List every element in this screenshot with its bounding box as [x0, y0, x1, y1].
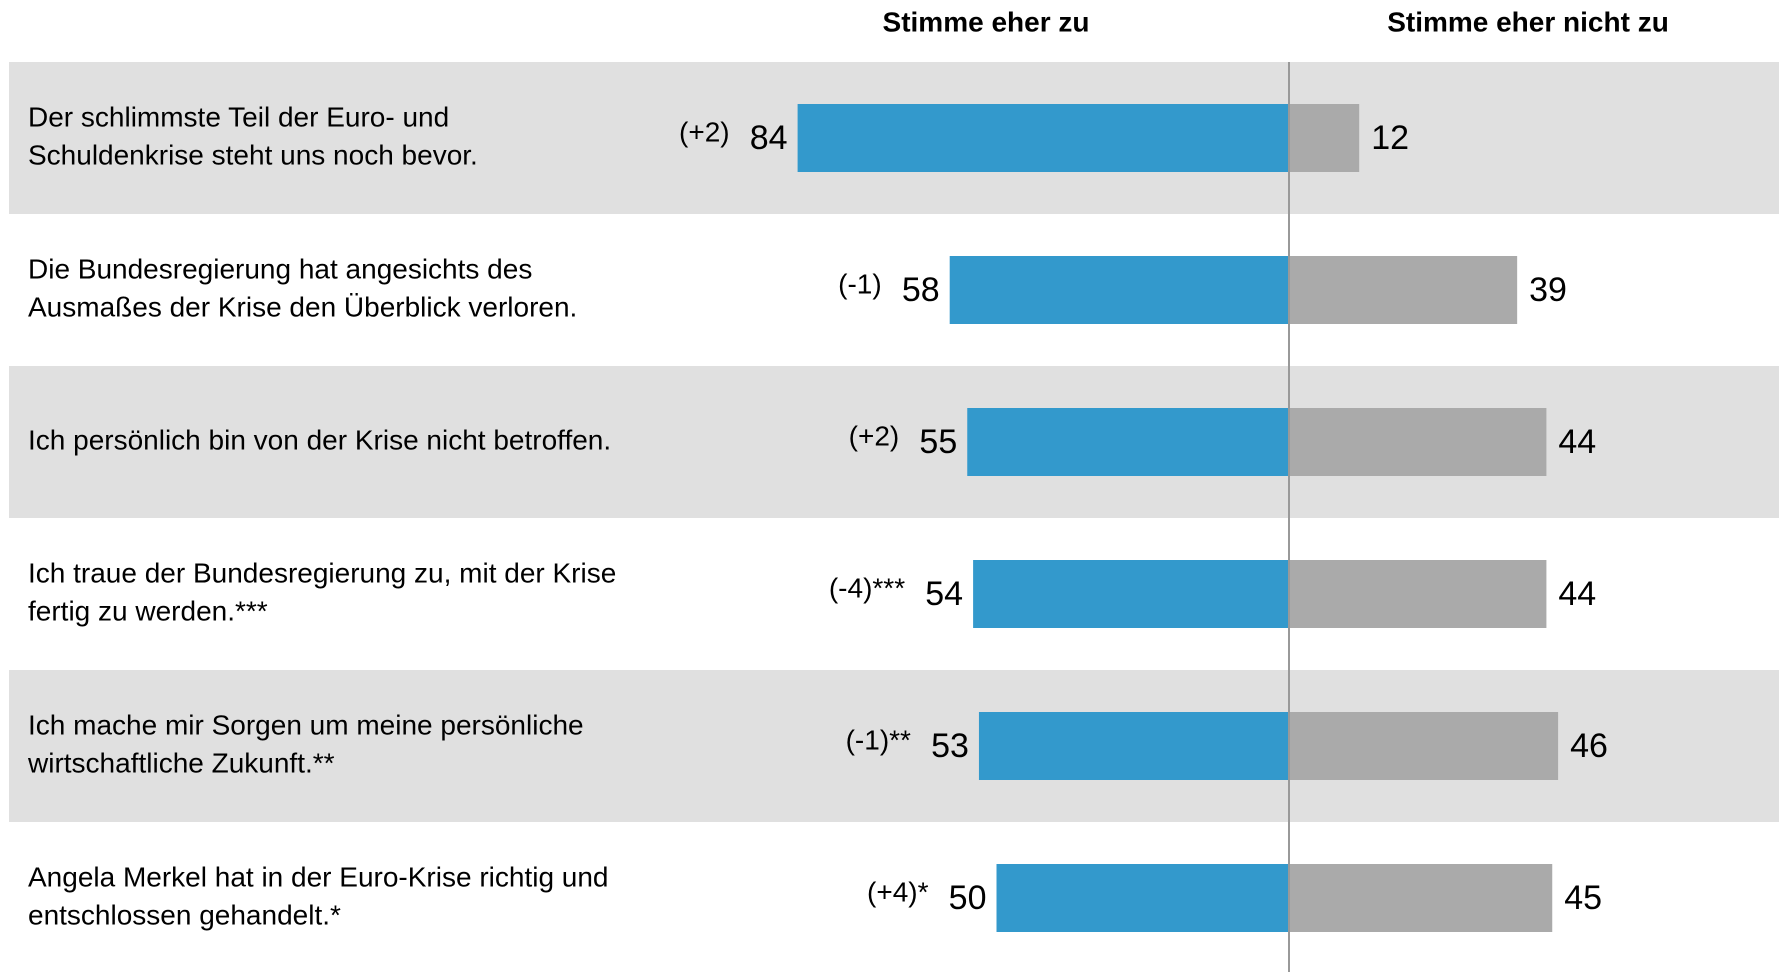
change-label: (-4)*** [829, 572, 905, 603]
bar-agree [973, 560, 1289, 628]
legend-right: Stimme eher nicht zu [1387, 6, 1669, 37]
category-label: wirtschaftliche Zukunft.** [27, 747, 335, 778]
bar-disagree [1289, 560, 1547, 628]
category-label: Ich traue der Bundesregierung zu, mit de… [28, 557, 616, 588]
bar-disagree [1289, 864, 1553, 932]
change-label: (+2) [679, 116, 730, 147]
value-label: 44 [1558, 575, 1596, 613]
category-label: fertig zu werden.*** [28, 595, 268, 626]
bar-agree [978, 712, 1289, 780]
value-label: 44 [1558, 423, 1596, 461]
bar-disagree [1289, 408, 1547, 476]
value-label: 55 [919, 423, 957, 461]
bar-disagree [1289, 712, 1559, 780]
value-label: 58 [902, 271, 940, 309]
change-label: (+4)* [867, 876, 929, 907]
value-label: 46 [1570, 727, 1608, 765]
value-label: 54 [925, 575, 963, 613]
value-label: 45 [1564, 879, 1602, 917]
value-label: 50 [949, 879, 987, 917]
legend-left: Stimme eher zu [883, 6, 1090, 37]
category-label: Der schlimmste Teil der Euro- und [28, 101, 449, 132]
change-label: (-1) [838, 268, 882, 299]
category-label: Die Bundesregierung hat angesichts des [28, 253, 532, 284]
change-label: (+2) [849, 420, 900, 451]
value-label: 12 [1371, 119, 1409, 157]
change-label: (-1)** [846, 724, 911, 755]
value-label: 84 [750, 119, 788, 157]
category-label: Angela Merkel hat in der Euro-Krise rich… [28, 861, 609, 892]
bar-agree [949, 256, 1289, 324]
bar-agree [996, 864, 1289, 932]
category-label: Ich mache mir Sorgen um meine persönlich… [28, 709, 584, 740]
bar-disagree [1289, 104, 1360, 172]
category-label: Ausmaßes der Krise den Überblick verlore… [28, 291, 577, 322]
category-label: Schuldenkrise steht uns noch bevor. [28, 139, 478, 170]
bar-disagree [1289, 256, 1518, 324]
bar-agree [797, 104, 1289, 172]
bar-agree [967, 408, 1289, 476]
category-label: Ich persönlich bin von der Krise nicht b… [28, 424, 611, 455]
category-label: entschlossen gehandelt.* [28, 899, 341, 930]
value-label: 53 [931, 727, 969, 765]
value-label: 39 [1529, 271, 1567, 309]
